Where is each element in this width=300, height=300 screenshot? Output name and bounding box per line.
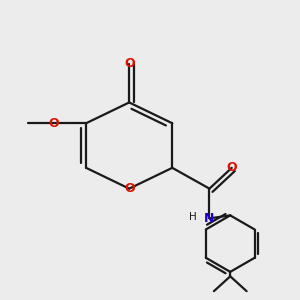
Text: O: O — [124, 57, 134, 70]
Text: O: O — [124, 182, 134, 195]
Text: O: O — [226, 161, 237, 174]
Text: O: O — [48, 117, 59, 130]
Text: N: N — [204, 212, 214, 225]
Text: H: H — [189, 212, 197, 222]
